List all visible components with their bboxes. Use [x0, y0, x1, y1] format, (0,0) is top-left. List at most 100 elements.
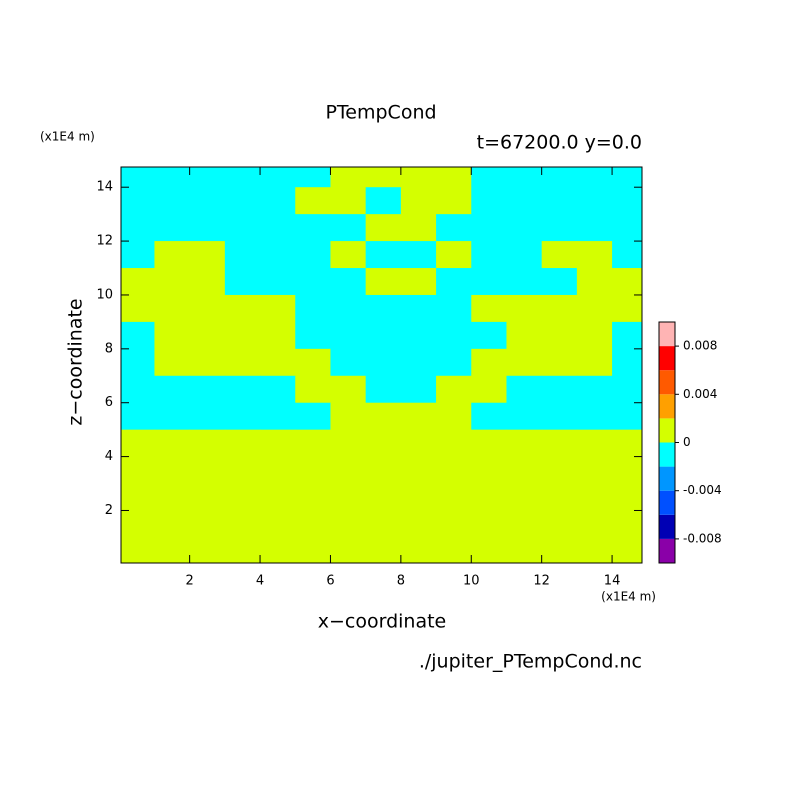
- contour-cell: [506, 537, 543, 563]
- colorbar-tick-label: 0: [683, 435, 691, 449]
- contour-cell: [612, 537, 642, 563]
- contour-cell: [365, 294, 402, 323]
- colorbar-swatch: [659, 394, 675, 419]
- contour-cell: [121, 537, 155, 563]
- contour-cell: [189, 348, 226, 377]
- contour-cell: [506, 187, 543, 215]
- contour-cell: [121, 268, 155, 296]
- contour-cell: [576, 429, 613, 458]
- contour-cell: [295, 167, 331, 188]
- contour-cell: [400, 510, 437, 538]
- chart-subtitle: t=67200.0 y=0.0: [477, 132, 642, 154]
- contour-cell: [121, 456, 155, 485]
- contour-cell: [330, 187, 367, 215]
- y-tick-label: 12: [96, 234, 113, 249]
- contour-cell: [365, 483, 402, 511]
- contour-cell: [400, 167, 437, 188]
- contour-cell: [365, 510, 402, 538]
- x-tick-label: 4: [256, 574, 264, 589]
- contour-cell: [400, 214, 437, 242]
- contour-cell: [330, 510, 367, 538]
- contour-cell: [471, 294, 507, 323]
- contour-cell: [612, 241, 642, 269]
- x-tick-label: 10: [463, 574, 480, 589]
- contour-cell: [436, 321, 472, 350]
- contour-cell: [154, 429, 191, 458]
- contour-cell: [400, 375, 437, 404]
- contour-cell: [612, 321, 642, 350]
- contour-cell: [154, 375, 191, 404]
- contour-cell: [436, 187, 472, 215]
- contour-cell: [612, 268, 642, 296]
- contour-cell: [154, 456, 191, 485]
- contour-field: [121, 167, 642, 563]
- contour-cell: [400, 268, 437, 296]
- contour-cell: [541, 241, 578, 269]
- contour-cell: [121, 187, 155, 215]
- contour-cell: [471, 456, 507, 485]
- contour-cell: [189, 321, 226, 350]
- contour-cell: [612, 167, 642, 188]
- contour-cell: [121, 375, 155, 404]
- contour-cell: [295, 348, 331, 377]
- source-file: ./jupiter_PTempCond.nc: [419, 651, 642, 673]
- contour-cell: [330, 429, 367, 458]
- contour-cell: [189, 483, 226, 511]
- contour-cell: [365, 429, 402, 458]
- contour-cell: [506, 214, 543, 242]
- contour-cell: [471, 241, 507, 269]
- contour-cell: [154, 483, 191, 511]
- x-tick-label: 12: [533, 574, 550, 589]
- contour-cell: [154, 294, 191, 323]
- contour-cell: [436, 294, 472, 323]
- contour-cell: [506, 321, 543, 350]
- contour-cell: [121, 429, 155, 458]
- contour-cell: [576, 241, 613, 269]
- contour-cell: [471, 348, 507, 377]
- contour-cell: [154, 537, 191, 563]
- contour-cell: [224, 510, 261, 538]
- contour-cell: [506, 402, 543, 431]
- contour-cell: [295, 241, 331, 269]
- contour-cell: [260, 167, 296, 188]
- contour-cell: [576, 167, 613, 188]
- x-tick-label: 14: [604, 574, 621, 589]
- contour-cell: [224, 214, 261, 242]
- contour-cell: [295, 510, 331, 538]
- contour-cell: [471, 402, 507, 431]
- contour-cell: [471, 537, 507, 563]
- colorbar-swatch: [659, 490, 675, 515]
- contour-cell: [224, 268, 261, 296]
- contour-cell: [365, 537, 402, 563]
- contour-cell: [154, 321, 191, 350]
- contour-cell: [365, 348, 402, 377]
- contour-cell: [576, 268, 613, 296]
- contour-cell: [506, 241, 543, 269]
- contour-cell: [121, 294, 155, 323]
- contour-cell: [154, 402, 191, 431]
- contour-cell: [541, 348, 578, 377]
- contour-cell: [189, 375, 226, 404]
- contour-cell: [295, 294, 331, 323]
- contour-cell: [506, 268, 543, 296]
- contour-cell: [295, 456, 331, 485]
- contour-cell: [506, 456, 543, 485]
- contour-cell: [295, 187, 331, 215]
- contour-cell: [121, 402, 155, 431]
- x-axis-label: x−coordinate: [318, 611, 447, 633]
- x-unit: (x1E4 m): [601, 590, 656, 604]
- contour-cell: [154, 167, 191, 188]
- y-tick-label: 14: [96, 180, 113, 195]
- contour-cell: [365, 456, 402, 485]
- contour-cell: [121, 241, 155, 269]
- contour-cell: [189, 537, 226, 563]
- contour-cell: [471, 167, 507, 188]
- colorbar-tick-label: 0.004: [683, 387, 717, 401]
- contour-cell: [400, 348, 437, 377]
- contour-cell: [541, 187, 578, 215]
- plot-frame: [120, 166, 643, 564]
- contour-cell: [541, 268, 578, 296]
- contour-cell: [260, 348, 296, 377]
- colorbar-swatch: [659, 322, 675, 347]
- contour-cell: [612, 214, 642, 242]
